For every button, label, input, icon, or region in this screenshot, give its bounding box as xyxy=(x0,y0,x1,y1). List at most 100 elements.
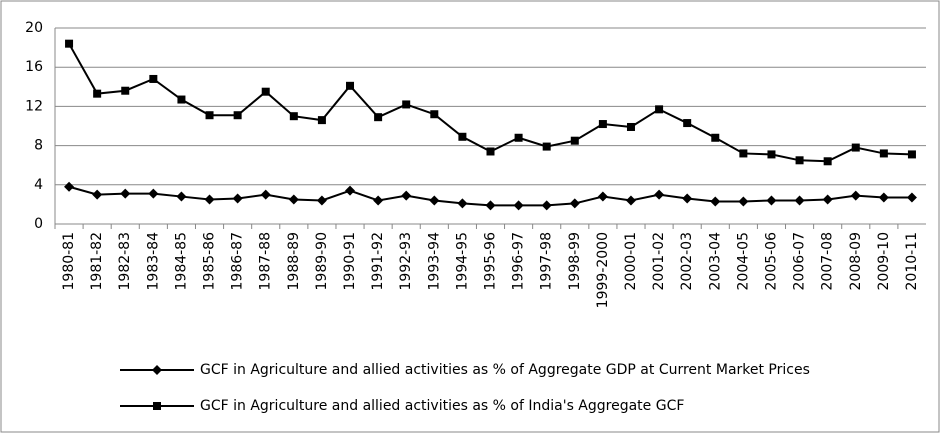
data-point xyxy=(906,192,917,203)
data-point xyxy=(374,113,383,122)
data-point xyxy=(148,188,159,199)
x-tick-label: 1989-90 xyxy=(314,232,330,291)
data-point xyxy=(711,133,720,142)
x-tick-label: 2008-09 xyxy=(848,232,864,291)
data-point xyxy=(625,195,636,206)
legend-marker xyxy=(153,402,161,410)
data-point xyxy=(373,195,384,206)
data-point xyxy=(513,200,524,211)
data-point xyxy=(878,192,889,203)
x-tick-label: 1996-97 xyxy=(511,232,527,291)
x-tick-label: 1991-92 xyxy=(370,232,386,291)
x-tick-label: 1982-83 xyxy=(117,232,133,291)
data-point xyxy=(739,149,748,158)
x-tick-label: 1986-87 xyxy=(230,232,246,291)
data-point xyxy=(458,132,467,141)
data-point xyxy=(907,150,916,159)
data-point xyxy=(682,193,693,204)
y-tick-label: 8 xyxy=(34,138,43,154)
data-point xyxy=(345,185,356,196)
x-tick-label: 1998-99 xyxy=(567,232,583,291)
data-point xyxy=(288,194,299,205)
data-point xyxy=(205,111,214,120)
x-tick-label: 1987-88 xyxy=(258,232,274,291)
x-tick-label: 2005-06 xyxy=(763,232,779,291)
data-point xyxy=(850,190,861,201)
x-tick-label: 1993-94 xyxy=(426,232,442,291)
x-tick-label: 2002-03 xyxy=(679,232,695,291)
x-tick-label: 2001-02 xyxy=(651,232,667,291)
data-point xyxy=(261,87,270,96)
x-tick-label: 2010-11 xyxy=(904,232,920,291)
y-tick-label: 0 xyxy=(34,216,43,232)
data-point xyxy=(232,193,243,204)
data-point xyxy=(485,200,496,211)
data-point xyxy=(176,191,187,202)
data-point xyxy=(542,142,551,151)
data-point xyxy=(346,81,355,90)
data-point xyxy=(260,189,271,200)
x-tick-label: 2007-08 xyxy=(820,232,836,291)
y-tick-label: 12 xyxy=(25,98,43,114)
data-point xyxy=(317,116,326,125)
x-tick-label: 1997-98 xyxy=(539,232,555,291)
data-point xyxy=(514,133,523,142)
data-point xyxy=(597,191,608,202)
data-point xyxy=(401,190,412,201)
x-tick-label: 2004-05 xyxy=(735,232,751,291)
x-tick-label: 2000-01 xyxy=(623,232,639,291)
data-point xyxy=(233,111,242,120)
data-point xyxy=(654,189,665,200)
data-point xyxy=(93,89,102,98)
data-point xyxy=(794,195,805,206)
data-point xyxy=(795,156,804,165)
data-point xyxy=(457,198,468,209)
data-point xyxy=(92,189,103,200)
data-point xyxy=(204,194,215,205)
data-point xyxy=(851,143,860,152)
x-tick-label: 1988-89 xyxy=(286,232,302,291)
y-tick-label: 20 xyxy=(25,20,43,36)
data-point xyxy=(570,136,579,145)
x-tick-label: 1983-84 xyxy=(145,232,161,291)
y-tick-label: 4 xyxy=(34,177,43,193)
legend-label: GCF in Agriculture and allied activities… xyxy=(200,398,684,414)
data-point xyxy=(177,95,186,104)
data-point xyxy=(429,195,440,206)
legend-label: GCF in Agriculture and allied activities… xyxy=(200,362,810,378)
data-point xyxy=(316,195,327,206)
data-point xyxy=(879,149,888,158)
data-point xyxy=(430,110,439,119)
y-tick-label: 16 xyxy=(25,59,43,75)
data-point xyxy=(289,112,298,121)
data-point xyxy=(823,157,832,166)
data-point xyxy=(541,200,552,211)
data-point xyxy=(121,86,130,95)
data-point xyxy=(767,150,776,159)
x-tick-label: 2009-10 xyxy=(876,232,892,291)
x-tick-label: 1994-95 xyxy=(454,232,470,291)
x-tick-label: 2006-07 xyxy=(792,232,808,291)
x-tick-label: 1984-85 xyxy=(173,232,189,291)
x-tick-label: 2003-04 xyxy=(707,232,723,291)
data-point xyxy=(598,120,607,129)
data-point xyxy=(120,188,131,199)
legend-marker xyxy=(152,365,162,375)
x-tick-label: 1992-93 xyxy=(398,232,414,291)
data-point xyxy=(64,181,75,192)
data-point xyxy=(626,122,635,131)
data-point xyxy=(402,100,411,109)
x-tick-label: 1990-91 xyxy=(342,232,358,291)
data-point xyxy=(486,147,495,156)
x-tick-label: 1980-81 xyxy=(61,232,77,291)
data-point xyxy=(65,39,74,48)
data-point xyxy=(822,194,833,205)
data-point xyxy=(738,196,749,207)
x-tick-label: 1995-96 xyxy=(483,232,499,291)
data-point xyxy=(149,74,158,83)
data-point xyxy=(655,105,664,114)
data-point xyxy=(683,119,692,128)
x-tick-label: 1985-86 xyxy=(202,232,218,291)
